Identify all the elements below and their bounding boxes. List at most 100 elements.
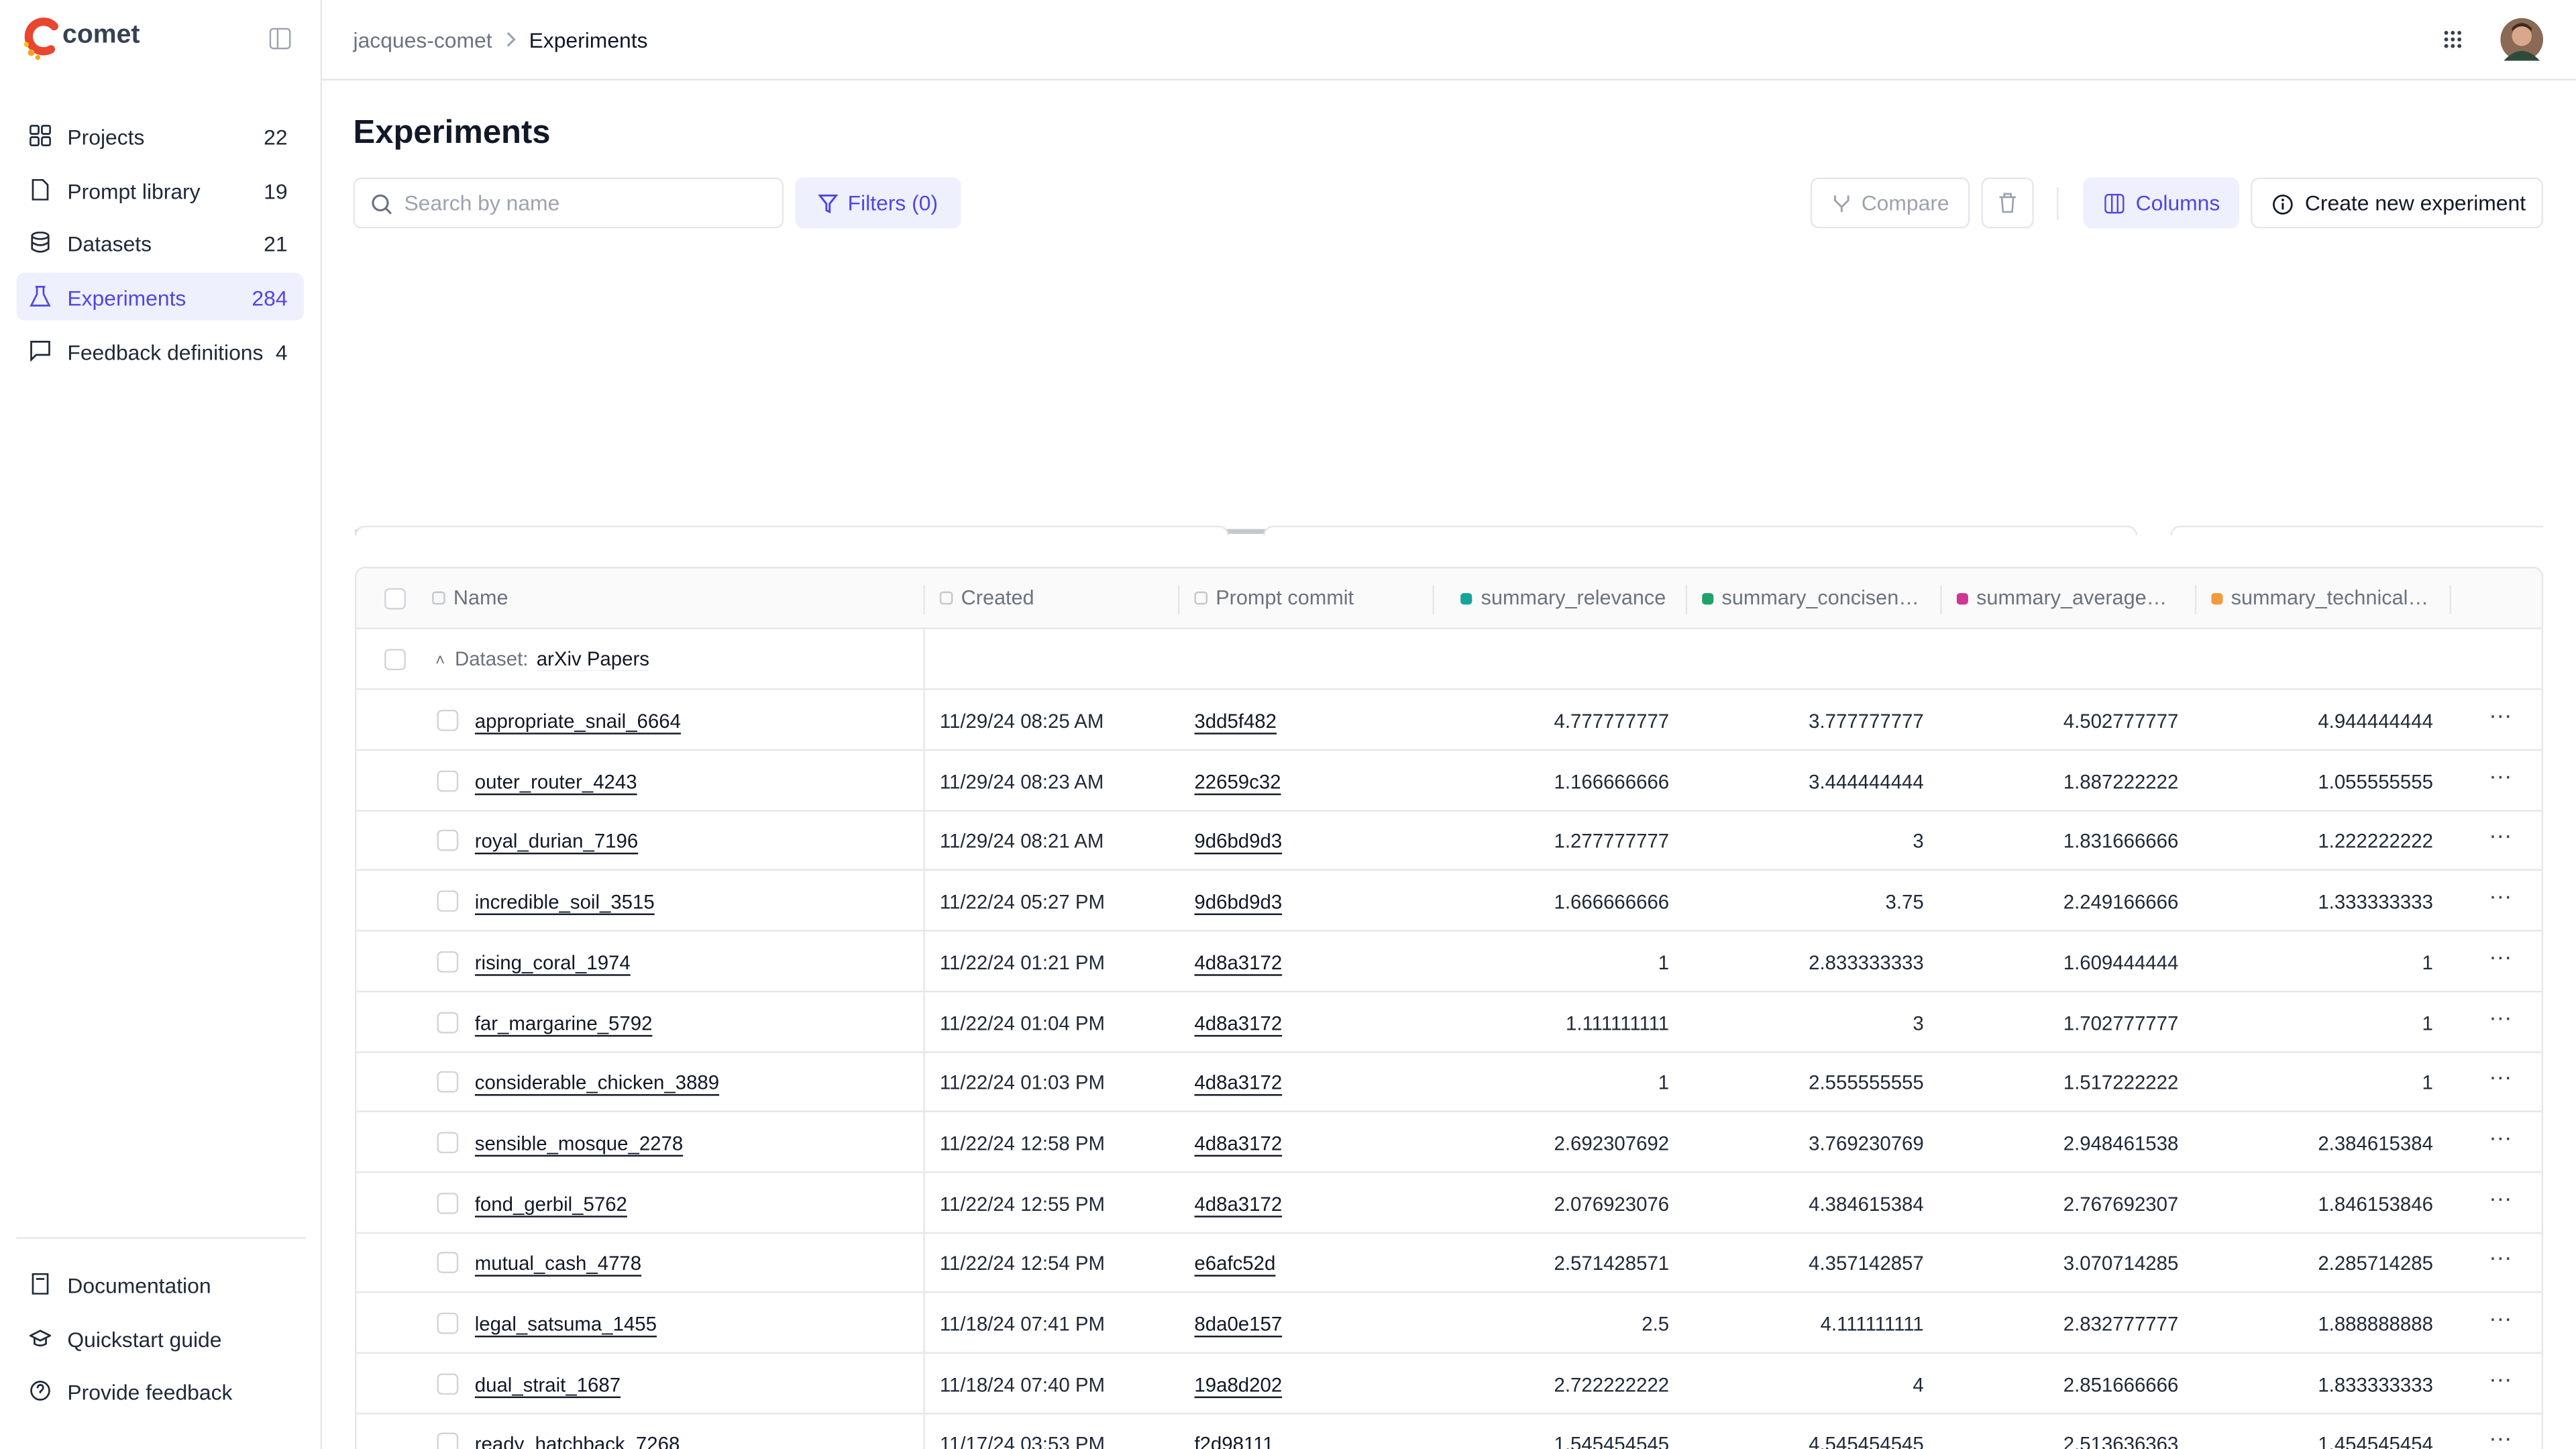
search-input[interactable]: Search by name xyxy=(354,177,784,228)
prompt-commit[interactable]: 19a8d202 xyxy=(1194,1373,1416,1401)
checkbox[interactable] xyxy=(437,770,458,792)
experiment-name[interactable]: legal_satsuma_1455 xyxy=(475,1313,902,1341)
checkbox[interactable] xyxy=(437,951,458,972)
prompt-commit[interactable]: 9d6bd9d3 xyxy=(1194,891,1416,919)
link-text[interactable]: 19a8d202 xyxy=(1194,1373,1282,1396)
prompt-commit[interactable]: 4d8a3172 xyxy=(1194,951,1416,979)
footer-link[interactable]: Quickstart guide xyxy=(16,1313,304,1361)
column-header[interactable]: summary_average_score xyxy=(1957,586,2176,609)
link-text[interactable]: legal_satsuma_1455 xyxy=(475,1313,657,1336)
row-actions[interactable]: ··· xyxy=(2489,1063,2512,1089)
checkbox[interactable] xyxy=(437,891,458,912)
footer-link[interactable]: Documentation xyxy=(16,1260,304,1307)
checkbox[interactable] xyxy=(437,1433,458,1449)
nav-item[interactable]: Prompt library19 xyxy=(16,166,304,213)
experiment-name[interactable]: rising_coral_1974 xyxy=(475,951,902,979)
row-actions[interactable]: ··· xyxy=(2489,1124,2512,1150)
link-text[interactable]: incredible_soil_3515 xyxy=(475,891,655,914)
link-text[interactable]: 4d8a3172 xyxy=(1194,1011,1282,1034)
link-text[interactable]: 8da0e157 xyxy=(1194,1313,1282,1336)
group-row[interactable]: ˄Dataset:arXiv Papers xyxy=(435,647,649,670)
nav-item[interactable]: Feedback definitions4 xyxy=(16,327,304,374)
prompt-commit[interactable]: e6afc52d xyxy=(1194,1252,1416,1281)
column-header[interactable]: Name xyxy=(432,586,890,609)
experiment-name[interactable]: ready_hatchback_7268 xyxy=(475,1433,902,1449)
columns-button[interactable]: Columns xyxy=(2083,177,2239,228)
footer-link[interactable]: Provide feedback xyxy=(16,1368,304,1415)
link-text[interactable]: far_margarine_5792 xyxy=(475,1011,653,1034)
link-text[interactable]: f2d98111 xyxy=(1194,1433,1273,1449)
link-text[interactable]: 4d8a3172 xyxy=(1194,1071,1282,1094)
experiment-name[interactable]: royal_durian_7196 xyxy=(475,830,902,859)
link-text[interactable]: outer_router_4243 xyxy=(475,770,637,793)
prompt-commit[interactable]: 4d8a3172 xyxy=(1194,1011,1416,1039)
column-header[interactable]: summary_technical_accuracy xyxy=(2211,586,2430,609)
nav-item[interactable]: Projects22 xyxy=(16,112,304,160)
compare-button[interactable]: Compare xyxy=(1811,177,1970,228)
apps-menu[interactable] xyxy=(2443,30,2463,49)
experiment-name[interactable]: far_margarine_5792 xyxy=(475,1011,902,1039)
link-text[interactable]: dual_strait_1687 xyxy=(475,1373,621,1396)
link-text[interactable]: 9d6bd9d3 xyxy=(1194,891,1282,914)
link-text[interactable]: ready_hatchback_7268 xyxy=(475,1433,680,1449)
group-name[interactable]: arXiv Papers xyxy=(537,647,649,670)
prompt-commit[interactable]: 9d6bd9d3 xyxy=(1194,830,1416,859)
checkbox[interactable] xyxy=(437,1071,458,1093)
experiment-name[interactable]: fond_gerbil_5762 xyxy=(475,1192,902,1220)
checkbox[interactable] xyxy=(384,649,406,670)
link-text[interactable]: e6afc52d xyxy=(1194,1252,1275,1275)
row-actions[interactable]: ··· xyxy=(2489,702,2512,728)
link-text[interactable]: fond_gerbil_5762 xyxy=(475,1192,627,1215)
checkbox[interactable] xyxy=(437,1252,458,1274)
breadcrumb-link[interactable]: jacques-comet xyxy=(354,28,492,53)
column-header[interactable]: summary_relevance xyxy=(1449,586,1666,609)
row-actions[interactable]: ··· xyxy=(2489,822,2512,848)
row-actions[interactable]: ··· xyxy=(2489,943,2512,969)
column-header[interactable]: summary_conciseness xyxy=(1702,586,1921,609)
experiment-name[interactable]: outer_router_4243 xyxy=(475,770,902,798)
checkbox[interactable] xyxy=(437,1192,458,1214)
checkbox[interactable] xyxy=(437,1373,458,1395)
row-actions[interactable]: ··· xyxy=(2489,882,2512,908)
experiment-name[interactable]: incredible_soil_3515 xyxy=(475,891,902,919)
column-header[interactable]: Prompt commit xyxy=(1194,586,1413,609)
checkbox[interactable] xyxy=(384,588,406,610)
checkbox[interactable] xyxy=(437,830,458,852)
link-text[interactable]: sensible_mosque_2278 xyxy=(475,1132,683,1155)
link-text[interactable]: considerable_chicken_3889 xyxy=(475,1071,719,1094)
experiment-name[interactable]: appropriate_snail_6664 xyxy=(475,710,902,738)
link-text[interactable]: mutual_cash_4778 xyxy=(475,1252,641,1275)
checkbox[interactable] xyxy=(437,1313,458,1334)
prompt-commit[interactable]: 8da0e157 xyxy=(1194,1313,1416,1341)
row-actions[interactable]: ··· xyxy=(2489,1184,2512,1210)
experiment-name[interactable]: sensible_mosque_2278 xyxy=(475,1132,902,1160)
experiment-name[interactable]: considerable_chicken_3889 xyxy=(475,1071,902,1099)
link-text[interactable]: 4d8a3172 xyxy=(1194,1192,1282,1215)
user-avatar[interactable] xyxy=(2500,18,2543,61)
column-header[interactable]: Created xyxy=(940,586,1159,609)
row-actions[interactable]: ··· xyxy=(2489,1003,2512,1029)
prompt-commit[interactable]: 4d8a3172 xyxy=(1194,1132,1416,1160)
prompt-commit[interactable]: f2d98111 xyxy=(1194,1433,1416,1449)
nav-item[interactable]: Datasets21 xyxy=(16,219,304,267)
logo-text[interactable]: comet xyxy=(62,21,140,51)
filters-button[interactable]: Filters (0) xyxy=(795,177,961,228)
link-text[interactable]: rising_coral_1974 xyxy=(475,951,631,973)
link-text[interactable]: 22659c32 xyxy=(1194,770,1281,793)
row-actions[interactable]: ··· xyxy=(2489,1425,2512,1449)
collapse-sidebar[interactable] xyxy=(270,28,291,50)
experiment-name[interactable]: dual_strait_1687 xyxy=(475,1373,902,1401)
prompt-commit[interactable]: 4d8a3172 xyxy=(1194,1071,1416,1099)
nav-item[interactable]: Experiments284 xyxy=(16,273,304,321)
link-text[interactable]: 9d6bd9d3 xyxy=(1194,830,1282,853)
prompt-commit[interactable]: 4d8a3172 xyxy=(1194,1192,1416,1220)
create-experiment-button[interactable]: Create new experiment xyxy=(2251,177,2543,228)
delete-button[interactable] xyxy=(1981,177,2033,228)
link-text[interactable]: royal_durian_7196 xyxy=(475,830,638,853)
row-actions[interactable]: ··· xyxy=(2489,1304,2512,1330)
link-text[interactable]: 4d8a3172 xyxy=(1194,1132,1282,1155)
row-actions[interactable]: ··· xyxy=(2489,1364,2512,1391)
checkbox[interactable] xyxy=(437,1011,458,1032)
link-text[interactable]: 4d8a3172 xyxy=(1194,951,1282,973)
prompt-commit[interactable]: 3dd5f482 xyxy=(1194,710,1416,738)
